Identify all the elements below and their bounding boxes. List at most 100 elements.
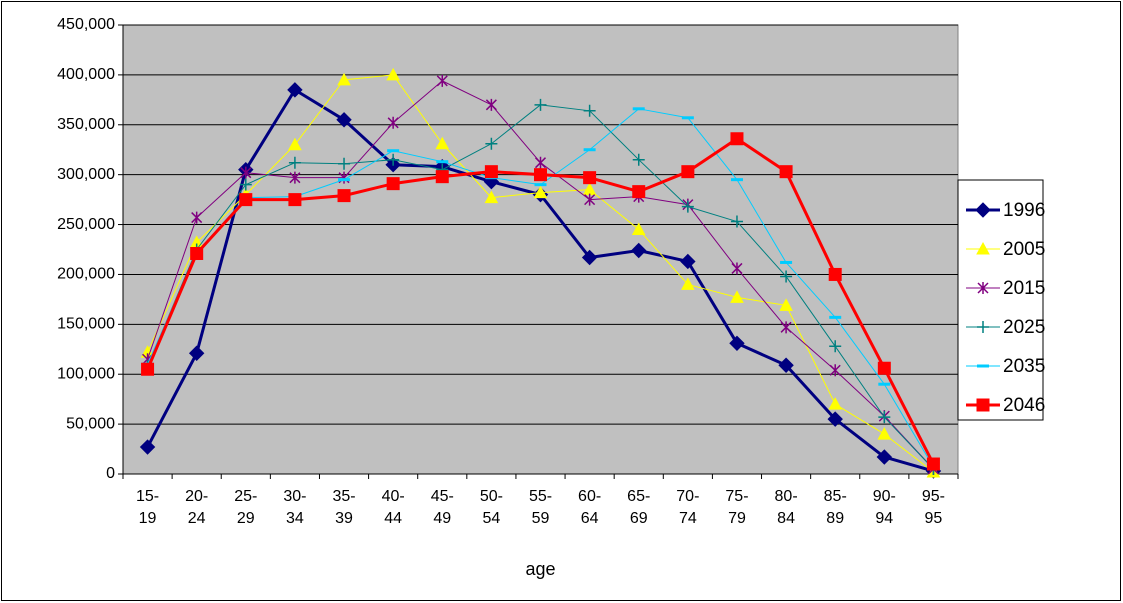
point xyxy=(141,362,155,376)
point xyxy=(534,156,547,169)
point xyxy=(583,148,596,152)
y-tick-label: 200,000 xyxy=(57,266,115,283)
x-tick-label: 70- 74 xyxy=(676,488,700,527)
point xyxy=(387,149,400,153)
x-tick-label: 35- 39 xyxy=(332,488,356,527)
x-axis-label: age xyxy=(525,559,556,579)
point xyxy=(436,160,449,164)
x-tick-label: 95- 95 xyxy=(921,488,945,527)
point xyxy=(188,345,205,361)
point xyxy=(338,178,351,182)
legend-marker xyxy=(977,282,989,294)
y-tick-label: 450,000 xyxy=(57,16,115,33)
point xyxy=(632,185,646,199)
legend-label: 2035 xyxy=(1003,356,1045,377)
point xyxy=(436,74,448,87)
point xyxy=(877,361,891,375)
point xyxy=(827,411,843,427)
x-tick-label: 20- 24 xyxy=(185,488,209,527)
point xyxy=(386,177,400,191)
point xyxy=(779,298,793,311)
point xyxy=(631,242,647,259)
point xyxy=(828,267,842,281)
point xyxy=(484,165,498,179)
point xyxy=(829,315,842,319)
point xyxy=(338,157,351,170)
point xyxy=(681,116,694,120)
point xyxy=(485,137,498,150)
point xyxy=(240,166,252,179)
point xyxy=(386,67,400,81)
point xyxy=(876,449,893,465)
legend-label: 2025 xyxy=(1003,317,1045,338)
point xyxy=(581,249,598,266)
legend-label: 2005 xyxy=(1003,239,1045,260)
point xyxy=(288,193,302,207)
point xyxy=(584,193,596,206)
point xyxy=(877,427,892,440)
x-tick-label: 30- 34 xyxy=(283,488,307,527)
point xyxy=(484,190,499,204)
x-tick-label: 25- 29 xyxy=(234,488,258,527)
point xyxy=(680,253,696,270)
legend-marker xyxy=(976,241,990,255)
point xyxy=(387,116,399,129)
point xyxy=(336,112,352,128)
point xyxy=(681,277,695,290)
point xyxy=(387,153,400,166)
point xyxy=(681,200,694,213)
point xyxy=(780,260,793,264)
x-tick-label: 65- 69 xyxy=(627,488,651,527)
point xyxy=(435,136,450,150)
y-tick-label: 100,000 xyxy=(57,365,115,382)
legend-marker xyxy=(977,321,989,333)
x-tick-label: 55- 59 xyxy=(528,488,553,527)
point xyxy=(631,222,646,236)
point xyxy=(829,364,841,377)
point xyxy=(190,246,204,260)
point xyxy=(779,165,793,179)
y-tick-label: 0 xyxy=(106,465,115,482)
point xyxy=(239,178,252,191)
point xyxy=(239,193,253,207)
point xyxy=(288,137,302,151)
y-tick-label: 250,000 xyxy=(57,216,115,233)
x-tick-label: 80- 84 xyxy=(774,488,798,527)
point xyxy=(139,439,156,455)
point xyxy=(878,411,891,424)
y-tick-label: 150,000 xyxy=(57,316,115,333)
point xyxy=(780,270,793,283)
point xyxy=(191,211,203,224)
point xyxy=(681,165,695,179)
x-tick-label: 60- 64 xyxy=(578,488,602,527)
y-tick-label: 50,000 xyxy=(66,415,115,432)
x-tick-label: 40- 44 xyxy=(381,488,405,527)
point xyxy=(289,171,301,184)
point xyxy=(337,189,351,203)
point xyxy=(632,153,645,166)
point xyxy=(485,98,497,111)
point xyxy=(778,357,794,373)
point xyxy=(878,382,891,386)
point xyxy=(337,72,351,86)
x-tick-label: 45- 49 xyxy=(430,488,454,527)
point xyxy=(534,183,547,187)
point xyxy=(729,335,745,351)
x-tick-label: 75- 79 xyxy=(725,488,749,527)
legend-label: 1996 xyxy=(1003,200,1045,221)
legend-marker xyxy=(975,202,991,218)
x-tick-label: 50- 54 xyxy=(479,488,503,527)
point xyxy=(730,290,744,303)
point xyxy=(780,321,792,334)
legend-label: 2015 xyxy=(1003,278,1045,299)
legend-marker xyxy=(976,398,990,412)
x-tick-label: 90- 94 xyxy=(872,488,896,527)
point xyxy=(583,171,597,185)
legend-box xyxy=(957,179,1044,421)
point xyxy=(730,215,743,228)
point xyxy=(534,98,547,111)
legend-label: 2046 xyxy=(1003,395,1045,416)
y-tick-label: 400,000 xyxy=(57,66,115,83)
